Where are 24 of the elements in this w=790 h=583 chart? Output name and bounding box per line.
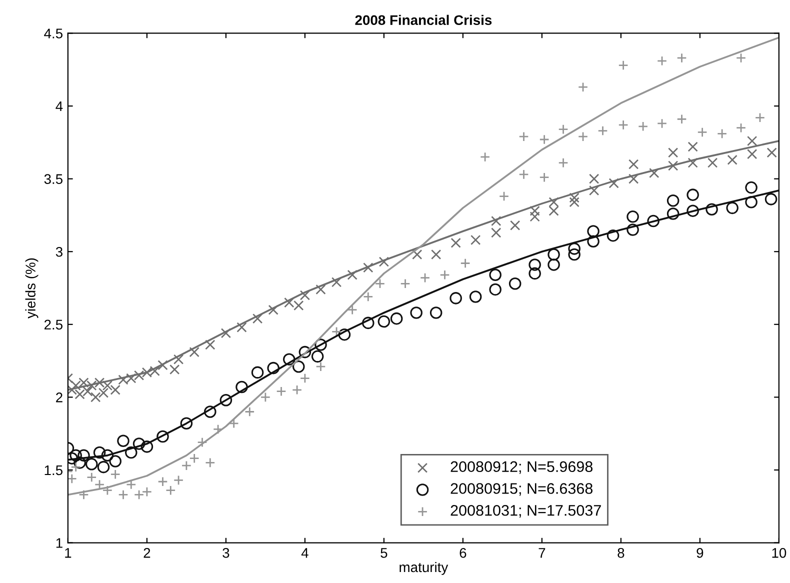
legend-label: 20081031; N=17.5037 <box>450 504 601 518</box>
x-tick-label: 9 <box>696 548 704 558</box>
x-tick-label: 2 <box>144 548 150 558</box>
x-tick-label: 6 <box>460 548 466 558</box>
x-tick-label: 1 <box>65 548 72 558</box>
x-tick-label: 10 <box>772 548 786 558</box>
x-tick-label: 8 <box>618 548 624 558</box>
x-tick-label: 4 <box>301 548 308 558</box>
y-tick-label: 2 <box>56 392 62 402</box>
legend-label: 20080912; N=5.9698 <box>450 461 593 474</box>
y-tick-label: 3 <box>56 246 62 257</box>
chart-title: 2008 Financial Crisis <box>355 14 492 26</box>
x-axis-title: maturity <box>400 562 448 575</box>
x-tick-label: 3 <box>222 548 230 558</box>
y-tick-label: 4.5 <box>44 28 62 38</box>
legend-label: 20080915; N=6.6368 <box>450 483 593 496</box>
y-tick-label: 1 <box>56 538 62 548</box>
x-tick-label: 5 <box>380 548 388 558</box>
y-tick-label: 2.5 <box>44 320 62 330</box>
y-tick-label: 4 <box>56 102 63 112</box>
y-tick-label: 1.5 <box>44 465 62 476</box>
x-tick-label: 7 <box>538 548 546 558</box>
y-axis-title: yields (%) <box>25 258 38 318</box>
y-tick-label: 3.5 <box>44 174 62 184</box>
